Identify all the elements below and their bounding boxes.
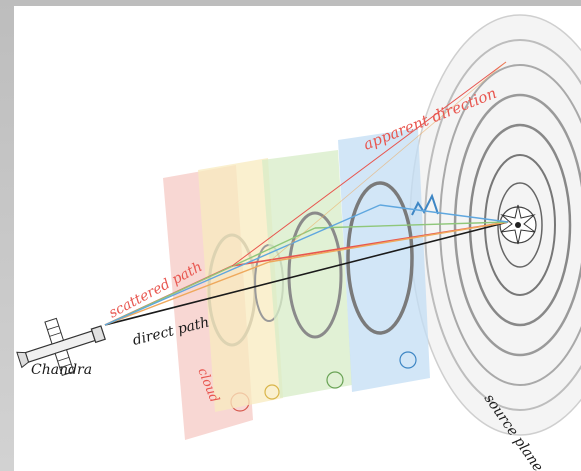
light-paths — [104, 61, 509, 326]
diagram-panel: apparent direction scattered path direct… — [14, 6, 581, 471]
scattered-path-line-blue — [104, 204, 381, 326]
scattered-path-line-orange — [104, 261, 270, 326]
chandra-label: Chandra — [31, 362, 92, 378]
chandra-satellite-icon — [16, 317, 106, 376]
cloud-plane-yellow — [198, 158, 284, 412]
cloud-plane-blue — [338, 128, 439, 392]
scattered-path-line-green — [104, 227, 316, 326]
source-star-icon — [499, 204, 537, 245]
dust-scattering-diagram: apparent direction scattered path direct… — [16, 14, 581, 471]
direct-path-line — [104, 221, 509, 326]
apparent-direction-line — [231, 61, 507, 267]
